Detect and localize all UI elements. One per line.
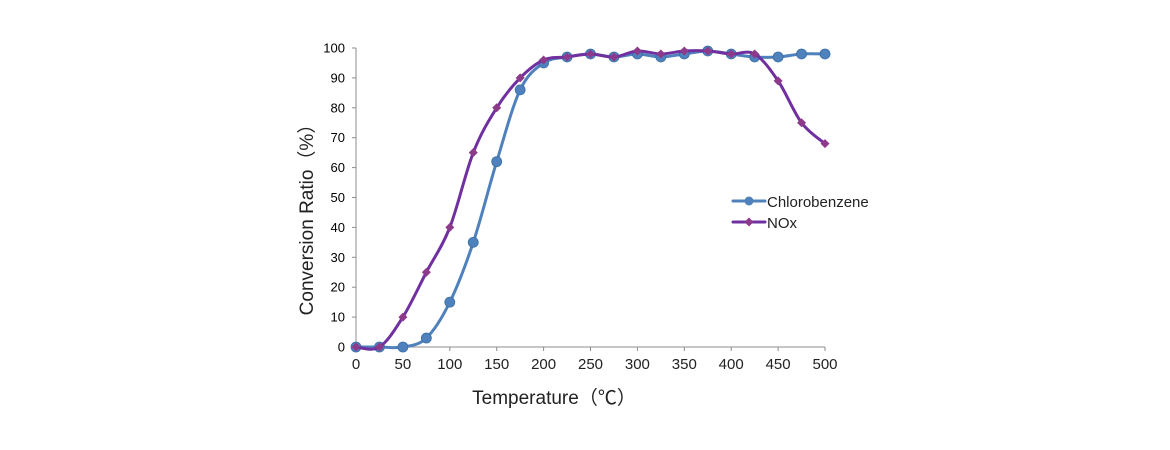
data-point-nox xyxy=(750,49,760,59)
data-point-chlorobenzene xyxy=(772,51,784,63)
y-tick-label: 20 xyxy=(331,280,345,295)
data-point-nox xyxy=(726,49,736,59)
series-line-chlorobenzene xyxy=(354,49,827,350)
data-point-nox xyxy=(492,103,502,113)
legend-item-nox: NOx xyxy=(731,215,798,232)
data-point-nox xyxy=(656,49,666,59)
y-tick-label: 30 xyxy=(331,250,345,265)
y-tick-label: 80 xyxy=(331,100,345,115)
x-tick-label: 300 xyxy=(625,356,650,373)
x-tick-label: 250 xyxy=(578,356,603,373)
data-point-nox xyxy=(820,139,830,149)
x-tick-label: 200 xyxy=(531,356,556,373)
data-point-chlorobenzene xyxy=(420,332,432,344)
data-point-nox xyxy=(773,76,783,86)
data-point-nox xyxy=(562,52,572,62)
legend-item-chlorobenzene: Chlorobenzene xyxy=(731,194,869,211)
y-tick-label: 10 xyxy=(331,310,345,325)
data-point-nox xyxy=(797,118,807,128)
y-tick-label: 100 xyxy=(323,41,345,56)
x-tick-label: 0 xyxy=(352,356,360,373)
y-tick-label: 70 xyxy=(331,130,345,145)
data-point-chlorobenzene xyxy=(444,296,456,308)
y-axis-title: Conversion Ratio（%） xyxy=(296,115,318,316)
data-point-nox xyxy=(632,46,642,56)
x-tick-label: 500 xyxy=(812,356,837,373)
data-point-chlorobenzene xyxy=(491,156,503,168)
data-point-nox xyxy=(609,52,619,62)
x-tick-label: 100 xyxy=(437,356,462,373)
data-point-nox xyxy=(515,73,525,83)
legend-marker-nox xyxy=(744,217,754,227)
data-point-nox xyxy=(468,148,478,158)
data-point-nox xyxy=(445,222,455,232)
x-tick-label: 450 xyxy=(766,356,791,373)
x-tick-label: 400 xyxy=(719,356,744,373)
legend-label-chlorobenzene: Chlorobenzene xyxy=(767,194,869,211)
y-ticks: 0 10 20 30 40 50 60 70 80 90 100 xyxy=(323,41,356,355)
series-chlorobenzene xyxy=(350,45,831,353)
axes xyxy=(355,48,825,348)
data-point-nox xyxy=(421,267,431,277)
x-axis-title: Temperature（℃） xyxy=(472,387,636,409)
y-tick-label: 50 xyxy=(331,190,345,205)
data-point-nox xyxy=(703,46,713,56)
data-point-chlorobenzene xyxy=(514,84,526,96)
series-nox xyxy=(351,46,830,352)
data-point-chlorobenzene xyxy=(819,48,831,60)
data-point-nox xyxy=(398,312,408,322)
data-point-nox xyxy=(539,55,549,65)
data-point-nox xyxy=(374,342,384,352)
legend-label-nox: NOx xyxy=(767,215,798,232)
x-tick-label: 150 xyxy=(484,356,509,373)
y-tick-label: 60 xyxy=(331,160,345,175)
y-tick-label: 40 xyxy=(331,220,345,235)
data-point-nox xyxy=(586,49,595,59)
x-tick-label: 50 xyxy=(395,356,412,373)
x-tick-label: 350 xyxy=(672,356,697,373)
legend: Chlorobenzene NOx xyxy=(731,194,869,232)
series-layer xyxy=(350,45,831,353)
data-point-nox xyxy=(351,342,361,352)
data-point-nox xyxy=(679,46,689,56)
legend-marker-chlorobenzene xyxy=(744,196,754,206)
data-point-chlorobenzene xyxy=(796,48,807,60)
y-tick-label: 90 xyxy=(331,70,345,85)
y-tick-label: 0 xyxy=(338,340,345,355)
data-point-chlorobenzene xyxy=(397,341,409,353)
data-point-chlorobenzene xyxy=(467,236,479,248)
x-ticks: 0 50 100 150 200 250 300 350 400 450 500 xyxy=(352,347,838,373)
